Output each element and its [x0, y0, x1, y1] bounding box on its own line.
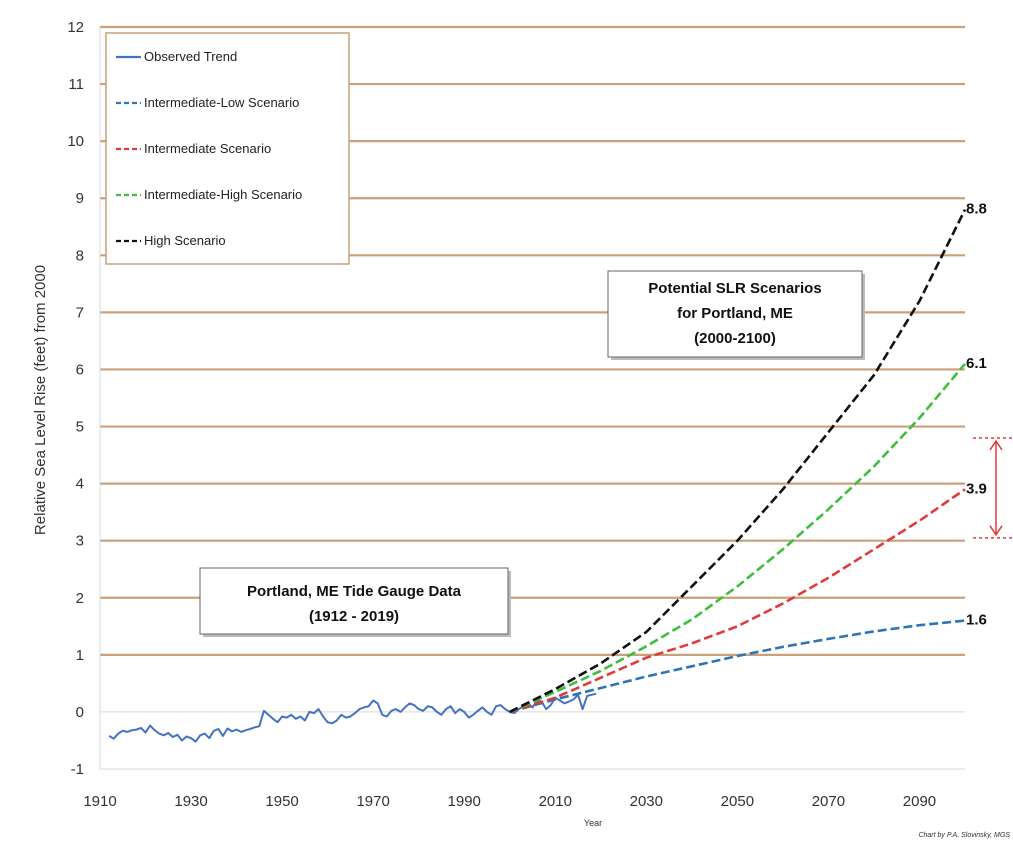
y-tick-label: 8 [76, 247, 84, 264]
annotation-boxes: Potential SLR Scenarios for Portland, ME (… [199, 270, 865, 637]
annotation-text: Potential SLR Scenarios [648, 280, 821, 297]
x-tick-label: 2010 [539, 793, 572, 810]
annotation-text: (1912 - 2019) [309, 608, 399, 625]
y-tick-label: 11 [68, 76, 84, 93]
annotation-text: for Portland, ME [677, 305, 793, 322]
y-tick-label: -1 [71, 761, 84, 778]
x-tick-label: 2030 [630, 793, 663, 810]
x-tick-label: 1970 [356, 793, 389, 810]
y-tick-label: 2 [76, 590, 84, 607]
y-tick-label: 3 [76, 533, 84, 550]
chart-credit: Chart by P.A. Slovinsky, MGS [918, 832, 1010, 839]
y-tick-label: 7 [76, 304, 84, 321]
y-tick-label: 1 [76, 647, 84, 664]
end-label: 6.1 [966, 355, 987, 372]
annotation-text: Portland, ME Tide Gauge Data [247, 583, 462, 600]
y-tick-label: 6 [76, 361, 84, 378]
series-line-2 [509, 488, 966, 714]
end-labels: 8.8 6.1 3.9 1.6 [966, 201, 987, 629]
x-tick-label: 2090 [903, 793, 936, 810]
legend-label: High Scenario [144, 233, 226, 248]
range-marker [973, 437, 1013, 539]
end-label: 8.8 [966, 201, 987, 218]
y-axis-title: Relative Sea Level Rise (feet) from 2000 [32, 265, 49, 535]
x-tick-label: 2050 [721, 793, 754, 810]
y-tick-label: 10 [67, 133, 84, 150]
series-line-1 [509, 619, 966, 714]
annotation-box [607, 270, 863, 358]
legend-label: Intermediate-Low Scenario [144, 95, 299, 110]
series-lines [108, 209, 967, 743]
end-label: 1.6 [966, 612, 987, 629]
series-line-0 [108, 692, 597, 743]
y-tick-label: 12 [67, 19, 84, 36]
series-line-3 [509, 362, 966, 714]
legend-label: Observed Trend [144, 49, 237, 64]
legend-label: Intermediate Scenario [144, 141, 271, 156]
y-tick-label: 5 [76, 419, 84, 436]
x-axis-title: Year [584, 818, 602, 828]
legend-label: Intermediate-High Scenario [144, 187, 302, 202]
x-tick-label: 1910 [83, 793, 116, 810]
range-marker-arrowhead-up [989, 439, 1003, 451]
annotation-text: (2000-2100) [694, 330, 776, 347]
range-marker-arrowhead-down [989, 525, 1003, 537]
y-tick-label: 4 [76, 476, 84, 493]
y-tick-label: 0 [76, 704, 84, 721]
legend: Observed Trend Intermediate-Low Scenario I… [105, 32, 350, 265]
x-tick-label: 1990 [448, 793, 481, 810]
end-label: 3.9 [966, 480, 987, 497]
x-tick-label: 2070 [812, 793, 845, 810]
y-tick-label: 9 [76, 190, 84, 207]
annotation-box [199, 567, 509, 635]
series-line-4 [509, 209, 967, 714]
x-tick-label: 1930 [174, 793, 207, 810]
legend-box [105, 32, 350, 265]
x-tick-label: 1950 [265, 793, 298, 810]
